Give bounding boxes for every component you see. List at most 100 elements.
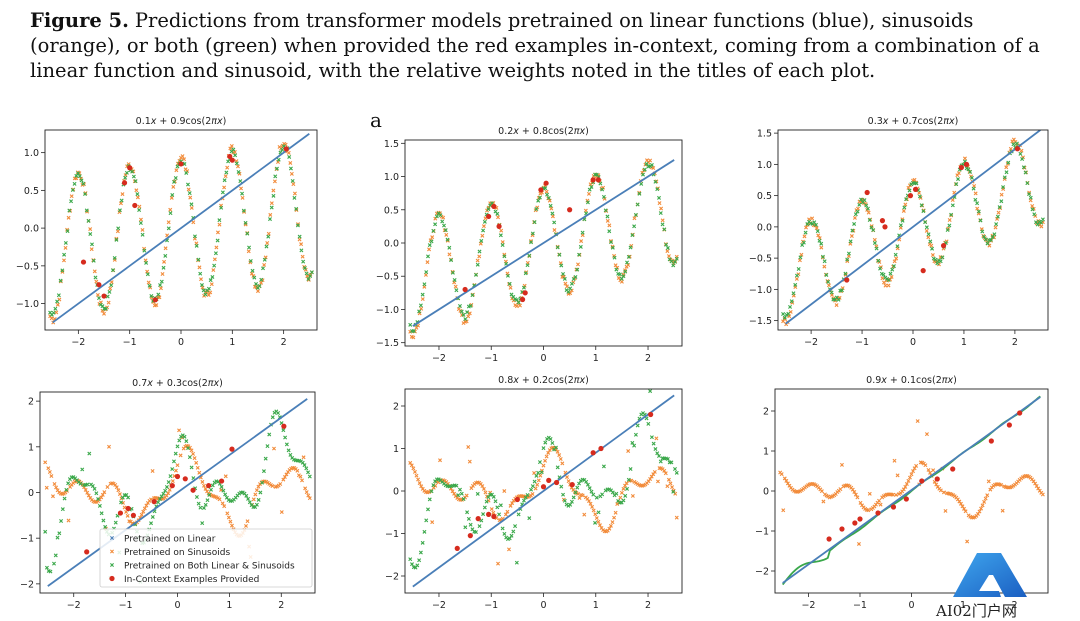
both-point bbox=[266, 234, 271, 239]
both-point bbox=[578, 244, 583, 249]
sinusoid-point bbox=[943, 508, 948, 513]
sinusoid-point bbox=[489, 507, 494, 512]
sinusoid-point bbox=[55, 302, 60, 307]
both-point bbox=[591, 492, 596, 497]
both-point bbox=[836, 297, 841, 302]
both-point bbox=[587, 486, 592, 491]
sinusoid-point bbox=[232, 150, 237, 155]
both-point bbox=[172, 179, 177, 184]
plot-area bbox=[408, 389, 679, 588]
sinusoid-point bbox=[116, 488, 121, 493]
both-point bbox=[532, 220, 537, 225]
y-tick-label: 0.0 bbox=[384, 239, 399, 250]
sinusoid-point bbox=[528, 239, 533, 244]
chart-title-part: x bbox=[150, 116, 157, 127]
both-point bbox=[511, 529, 516, 534]
y-tick-label: 2 bbox=[393, 402, 399, 413]
both-point bbox=[621, 274, 626, 279]
both-point bbox=[933, 257, 938, 262]
chart-title-part: + 0.7cos(2 bbox=[888, 116, 943, 127]
both-point bbox=[231, 147, 236, 152]
sinusoid-point bbox=[666, 254, 671, 259]
both-point bbox=[626, 254, 631, 259]
example-point bbox=[227, 153, 233, 160]
sinusoid-point bbox=[536, 478, 541, 483]
both-point bbox=[956, 177, 961, 182]
both-point bbox=[577, 252, 582, 257]
both-point bbox=[497, 512, 502, 517]
both-point bbox=[107, 289, 112, 294]
sinusoid-point bbox=[819, 245, 824, 250]
both-point bbox=[163, 488, 168, 493]
both-point bbox=[233, 153, 238, 158]
sinusoid-point bbox=[191, 451, 196, 456]
sinusoid-point bbox=[507, 547, 511, 552]
series-examples bbox=[454, 411, 654, 551]
sinusoid-point bbox=[175, 463, 180, 468]
series-examples bbox=[80, 146, 289, 303]
sinusoid-point bbox=[109, 280, 114, 285]
sinusoid-point bbox=[411, 335, 416, 340]
sinusoid-point bbox=[491, 510, 496, 515]
sinusoid-point bbox=[255, 289, 260, 294]
both-point bbox=[463, 317, 468, 322]
sinusoid-point bbox=[438, 458, 443, 463]
both-point bbox=[105, 294, 110, 299]
both-point bbox=[609, 240, 614, 245]
both-point bbox=[971, 186, 976, 191]
both-point bbox=[461, 312, 466, 317]
chart-title-part: π bbox=[574, 375, 580, 386]
both-point bbox=[267, 432, 272, 437]
both-point bbox=[87, 451, 92, 456]
y-tick-label: 1.5 bbox=[757, 129, 772, 140]
legend-marker bbox=[109, 575, 115, 582]
example-point bbox=[84, 549, 90, 555]
sinusoid-point bbox=[430, 235, 435, 240]
sinusoid-point bbox=[535, 482, 540, 487]
both-point bbox=[173, 176, 178, 180]
chart-title-part: 0.3 bbox=[868, 116, 883, 127]
sinusoid-point bbox=[849, 234, 854, 239]
sinusoid-point bbox=[797, 258, 802, 263]
both-point bbox=[997, 205, 1002, 210]
x-tick-label: 0 bbox=[540, 600, 546, 611]
both-point bbox=[566, 289, 571, 294]
chart-title-part: + 0.3cos(2 bbox=[153, 378, 208, 389]
sinusoid-point bbox=[980, 503, 985, 508]
both-point bbox=[550, 441, 555, 446]
sinusoid-point bbox=[886, 283, 891, 288]
sinusoid-point bbox=[576, 262, 580, 267]
both-point bbox=[147, 283, 152, 288]
both-point bbox=[461, 497, 466, 502]
sinusoid-point bbox=[301, 455, 306, 460]
sinusoid-point bbox=[855, 495, 860, 500]
y-tick-label: −1.0 bbox=[749, 285, 772, 296]
both-point bbox=[97, 503, 102, 508]
both-point bbox=[491, 494, 496, 499]
both-point bbox=[619, 276, 624, 281]
sinusoid-point bbox=[114, 485, 119, 490]
sinusoid-point bbox=[414, 473, 419, 478]
both-point bbox=[463, 525, 468, 530]
both-point bbox=[248, 258, 253, 263]
x-tick-label: −2 bbox=[432, 353, 446, 364]
sinusoid-point bbox=[586, 191, 591, 196]
both-point bbox=[966, 167, 971, 172]
both-point bbox=[459, 491, 464, 496]
chart-title-part: x bbox=[578, 126, 585, 137]
sinusoid-point bbox=[205, 289, 210, 294]
sinusoid-point bbox=[450, 489, 455, 494]
sinusoid-point bbox=[799, 252, 804, 257]
both-point bbox=[824, 272, 829, 277]
example-point bbox=[590, 177, 596, 183]
sinusoid-point bbox=[259, 280, 264, 285]
both-point bbox=[664, 242, 669, 247]
sinusoid-point bbox=[160, 272, 165, 277]
both-point bbox=[539, 470, 544, 475]
sinusoid-point bbox=[229, 523, 234, 528]
both-point bbox=[424, 518, 429, 523]
both-point bbox=[569, 281, 574, 286]
both-point bbox=[865, 206, 870, 211]
sinusoid-point bbox=[894, 492, 899, 497]
sinusoid-point bbox=[162, 259, 167, 264]
